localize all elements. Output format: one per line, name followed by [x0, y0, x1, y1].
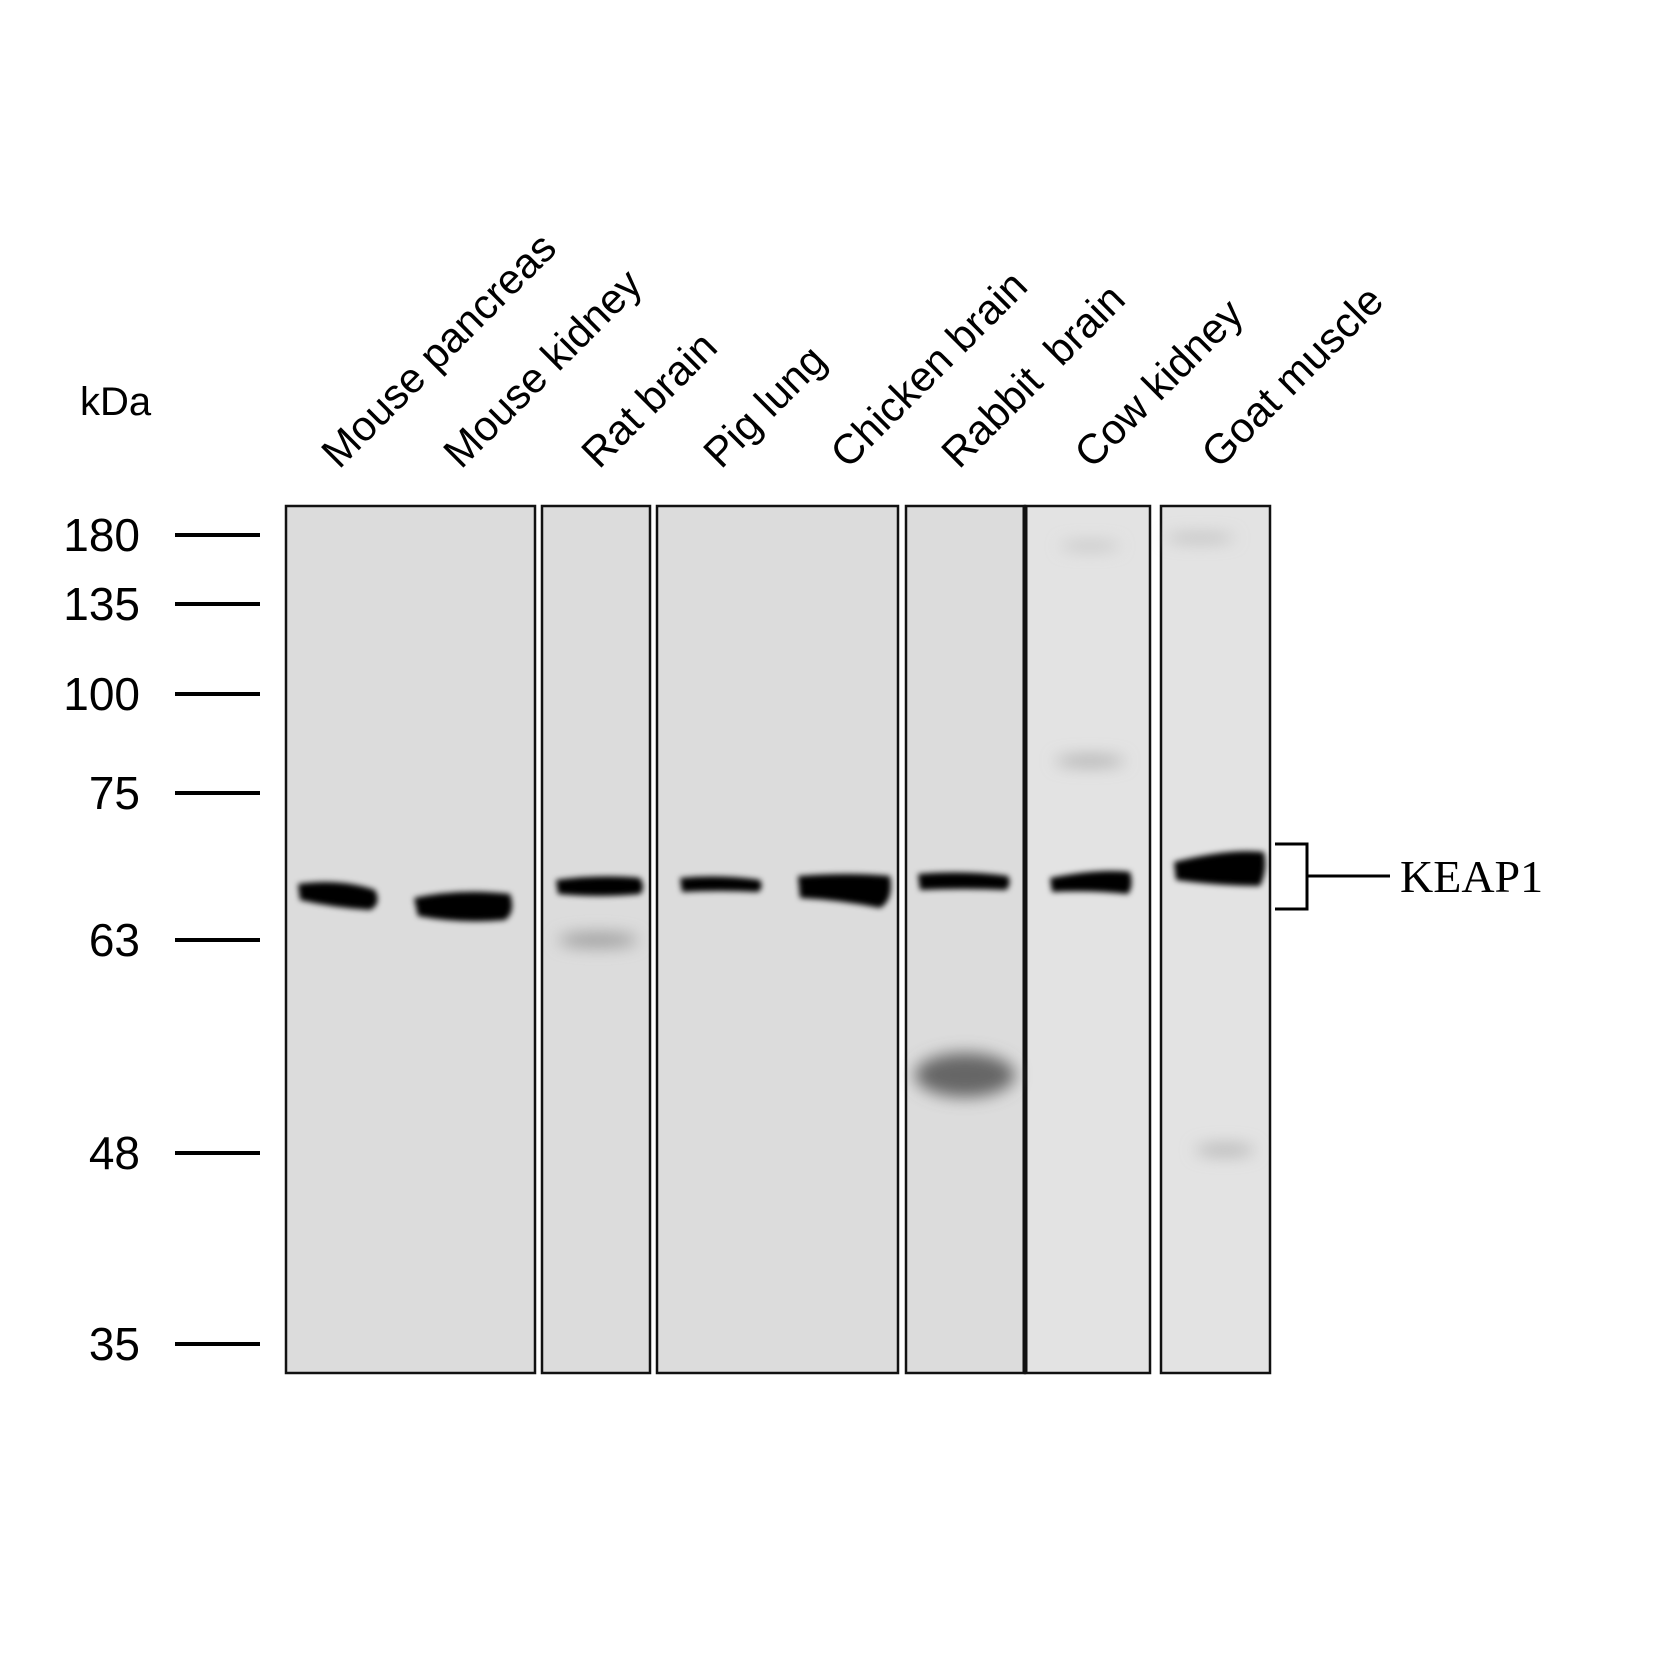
panel	[1023, 504, 1152, 1375]
band	[556, 876, 643, 896]
band	[798, 874, 891, 908]
marker-label: 75	[89, 767, 140, 819]
band	[1174, 851, 1266, 886]
panels	[284, 504, 1272, 1375]
panel	[904, 504, 1027, 1375]
band	[1060, 542, 1120, 550]
marker-label: 35	[89, 1318, 140, 1370]
marker-label: 48	[89, 1127, 140, 1179]
marker-label: 180	[63, 509, 140, 561]
panel	[1159, 504, 1272, 1375]
axis-unit: kDa	[80, 380, 152, 424]
band	[558, 933, 638, 947]
faint-bands	[558, 534, 1255, 1156]
band	[1165, 534, 1235, 542]
band	[1195, 1144, 1255, 1156]
band-bracket	[1275, 842, 1390, 911]
panel	[284, 504, 537, 1375]
marker-label: 100	[63, 668, 140, 720]
band	[1050, 870, 1132, 894]
band-label: KEAP1	[1400, 851, 1543, 902]
band	[680, 876, 762, 892]
band	[298, 882, 378, 910]
marker-label: 63	[89, 914, 140, 966]
band	[918, 872, 1010, 890]
band	[1055, 756, 1125, 766]
marker-label: 135	[63, 578, 140, 630]
band	[915, 1053, 1015, 1097]
band	[414, 891, 513, 922]
panel	[655, 504, 900, 1375]
bands	[298, 851, 1266, 922]
